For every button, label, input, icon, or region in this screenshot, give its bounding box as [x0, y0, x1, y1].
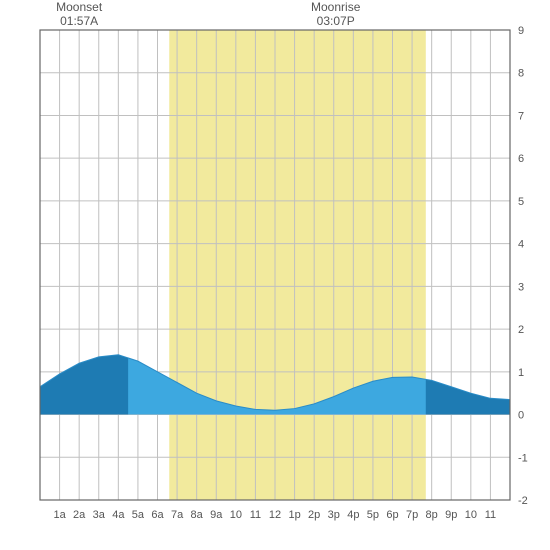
moonrise-label: Moonrise 03:07P [296, 0, 376, 29]
moonset-label: Moonset 01:57A [39, 0, 119, 29]
y-tick-label: 1 [518, 367, 524, 379]
x-tick-label: 10 [230, 509, 242, 521]
x-tick-label: 5p [367, 509, 379, 521]
x-tick-label: 11 [485, 509, 496, 521]
y-tick-label: 3 [518, 281, 524, 293]
x-tick-label: 4p [347, 509, 359, 521]
x-tick-label: 12 [269, 509, 281, 521]
x-tick-label: 10 [465, 509, 477, 521]
x-tick-label: 4a [112, 509, 125, 521]
x-tick-label: 1p [288, 509, 300, 521]
x-tick-label: 6p [386, 509, 398, 521]
x-tick-label: 8p [426, 509, 438, 521]
y-tick-label: -1 [518, 452, 528, 464]
x-tick-label: 11 [250, 509, 261, 521]
y-tick-label: 2 [518, 324, 524, 336]
y-tick-label: 0 [518, 410, 524, 422]
y-tick-label: -2 [518, 495, 528, 507]
x-tick-label: 8a [191, 509, 204, 521]
x-tick-label: 9a [210, 509, 223, 521]
x-tick-label: 2p [308, 509, 320, 521]
moonset-title: Moonset [39, 0, 119, 14]
y-tick-label: 8 [518, 68, 524, 80]
y-tick-label: 6 [518, 153, 524, 165]
tide-chart: -2-101234567891a2a3a4a5a6a7a8a9a1011121p… [0, 0, 550, 550]
x-tick-label: 7p [406, 509, 418, 521]
x-tick-label: 5a [132, 509, 145, 521]
x-tick-label: 9p [445, 509, 457, 521]
daylight-band [169, 30, 426, 500]
x-tick-label: 1a [53, 509, 66, 521]
moonrise-time: 03:07P [296, 14, 376, 28]
y-tick-label: 4 [518, 239, 524, 251]
moonset-time: 01:57A [39, 14, 119, 28]
x-tick-label: 3a [93, 509, 106, 521]
y-tick-label: 7 [518, 110, 524, 122]
x-tick-label: 2a [73, 509, 86, 521]
x-tick-label: 6a [151, 509, 164, 521]
y-tick-label: 9 [518, 25, 524, 37]
x-tick-label: 3p [328, 509, 340, 521]
x-tick-label: 7a [171, 509, 184, 521]
chart-svg: -2-101234567891a2a3a4a5a6a7a8a9a1011121p… [0, 0, 550, 550]
y-tick-label: 5 [518, 196, 524, 208]
moonrise-title: Moonrise [296, 0, 376, 14]
